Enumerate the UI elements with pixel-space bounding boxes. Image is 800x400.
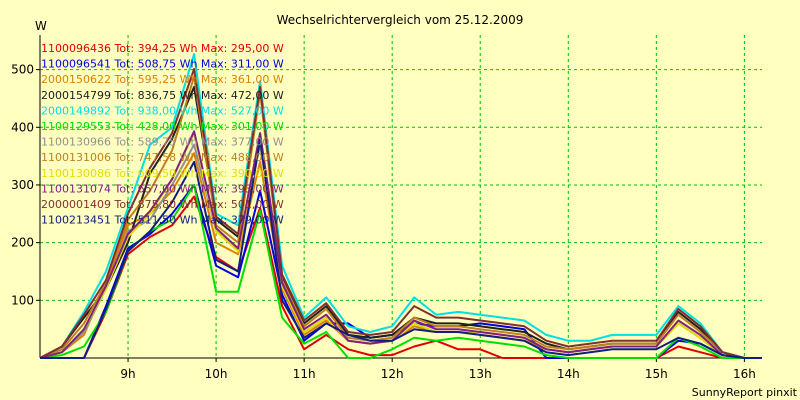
series-line-2000149892 [39, 53, 762, 359]
y-tick-label: 100 [11, 293, 34, 307]
y-tick-label: 500 [11, 63, 34, 77]
series-line-1100129553 [39, 184, 762, 359]
y-tick-label: 200 [11, 236, 34, 250]
x-tick-label: 9h [120, 367, 135, 381]
chart-title: Wechselrichtervergleich vom 25.12.2009 [277, 13, 524, 27]
x-tick-label: 11h [293, 367, 316, 381]
x-tick-label: 16h [733, 367, 756, 381]
legend-entry-2000154799: 2000154799 Tot: 836,75 Wh Max: 472,00 W [41, 89, 284, 102]
series-line-1100131006 [39, 75, 762, 359]
series-line-1100213451 [40, 138, 762, 359]
series-line-1100131074 [39, 130, 762, 359]
legend: 1100096436 Tot: 394,25 Wh Max: 295,00 W 1… [41, 42, 284, 227]
series-line-2000001409 [39, 68, 762, 359]
y-tick-label: 300 [11, 178, 34, 192]
legend-entry-1100130086: 1100130086 Tot: 609,50 Wh Max: 390,00 W [41, 167, 284, 180]
series-lines [39, 53, 762, 359]
legend-entry-1100129553: 1100129553 Tot: 428,00 Wh Max: 301,00 W [41, 120, 284, 133]
legend-entry-1100096436: 1100096436 Tot: 394,25 Wh Max: 295,00 W [41, 42, 284, 55]
axes: 100 200 300 400 500 9h 10h 11h 12h 13h 14h 15h 16h [11, 35, 762, 381]
x-tick-label: 15h [645, 367, 668, 381]
footer-credit: SunnyReport pinxit [692, 386, 798, 399]
legend-entry-1100096541: 1100096541 Tot: 508,75 Wh Max: 311,00 W [41, 58, 284, 71]
y-tick-label: 400 [11, 120, 34, 134]
x-tick-label: 13h [469, 367, 492, 381]
grid [40, 35, 762, 358]
legend-entry-1100131074: 1100131074 Tot: 657,00 Wh Max: 393,00 W [41, 182, 284, 195]
x-tick-label: 10h [205, 367, 228, 381]
legend-entry-2000149892: 2000149892 Tot: 938,00 Wh Max: 527,00 W [41, 104, 284, 117]
legend-entry-1100131006: 1100131006 Tot: 747,58 Wh Max: 488,00 W [41, 151, 284, 164]
x-tick-label: 12h [381, 367, 404, 381]
y-axis-label: W [35, 19, 47, 33]
x-tick-label: 14h [557, 367, 580, 381]
legend-entry-1100130966: 1100130966 Tot: 589,75 Wh Max: 377,00 W [41, 136, 284, 149]
legend-entry-1100213451: 1100213451 Tot: 511,50 Wh Max: 379,00 W [41, 214, 284, 227]
legend-entry-2000001409: 2000001409 Tot: 875,80 Wh Max: 501,00 W [41, 198, 284, 211]
legend-entry-2000150622: 2000150622 Tot: 595,25 Wh Max: 361,00 W [41, 73, 284, 86]
